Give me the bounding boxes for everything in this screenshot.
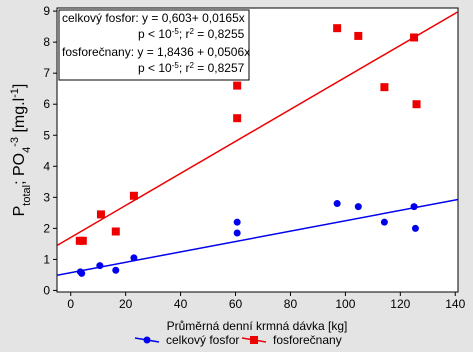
annotation-part: = 0,8255: [194, 27, 245, 41]
x-tick-label: 60: [229, 297, 243, 311]
legend-marker: [250, 336, 258, 344]
annotation-part: -5: [172, 27, 180, 36]
x-tick-label: 140: [445, 297, 465, 311]
x-axis-label: Průměrná denní krmná dávka [kg]: [167, 319, 348, 333]
point: [112, 266, 120, 274]
x-tick-label: 80: [284, 297, 298, 311]
y-tick-label: 4: [43, 159, 50, 173]
point: [333, 200, 341, 208]
y-tick-label: 2: [43, 221, 50, 235]
point: [130, 254, 138, 262]
annotation-part: 2: [190, 27, 195, 36]
y-tick-label: 3: [43, 190, 50, 204]
point: [412, 100, 421, 109]
annotation: p < 10-5; r2 = 0,8255: [138, 27, 245, 42]
point: [410, 33, 419, 42]
legend-label: celkový fosfor: [166, 333, 239, 347]
fit-line: [57, 11, 458, 247]
annotation-part: p < 10: [138, 61, 172, 75]
point: [96, 262, 104, 270]
y-axis-label-part: ; PO: [11, 153, 28, 185]
point: [233, 81, 242, 90]
point: [333, 24, 342, 33]
annotation-part: -5: [172, 61, 180, 70]
y-tick-label: 0: [43, 283, 50, 297]
annotation-part: = 0,8257: [194, 61, 245, 75]
y-axis-label-part: ]: [11, 84, 28, 88]
y-axis-label: Ptotal; PO4-3 [mg.l-1]: [9, 84, 33, 217]
point: [411, 224, 419, 232]
y-tick-label: 8: [43, 35, 50, 49]
annotation: fosforečnany: y = 1,8436 + 0,0506x: [62, 45, 250, 59]
annotation-part: fosforečnany: y = 1,8436 + 0,0506x: [62, 45, 250, 59]
point: [78, 269, 86, 277]
x-tick-label: 100: [335, 297, 355, 311]
annotation-part: p < 10: [138, 27, 172, 41]
point: [354, 31, 363, 40]
legend-label: fosforečnany: [273, 333, 342, 347]
annotation-part: celkový fosfor: y = 0,603+ 0,0165x: [62, 11, 245, 25]
y-axis-label-part: -3: [9, 137, 21, 147]
y-tick-label: 1: [43, 252, 50, 266]
point: [129, 191, 138, 200]
y-axis-label-part: -1: [9, 88, 21, 98]
y-axis-label-part: 4: [21, 147, 33, 153]
annotation: celkový fosfor: y = 0,603+ 0,0165x: [62, 11, 245, 25]
annotation-part: 2: [190, 61, 195, 70]
annotation-part: ; r: [179, 61, 190, 75]
y-tick-label: 6: [43, 97, 50, 111]
annotation: p < 10-5; r2 = 0,8257: [138, 61, 245, 76]
x-tick-label: 120: [390, 297, 410, 311]
x-tick-label: 40: [174, 297, 188, 311]
y-tick-label: 9: [43, 4, 50, 18]
legend-marker: [143, 336, 151, 344]
point: [410, 203, 418, 211]
y-axis-label-part: total: [21, 185, 33, 206]
y-tick-label: 7: [43, 66, 50, 80]
point: [380, 83, 389, 92]
point: [96, 210, 105, 219]
point: [233, 114, 242, 123]
point: [233, 218, 241, 226]
point: [354, 203, 362, 211]
fit-line: [57, 198, 458, 276]
y-axis-label-part: P: [11, 206, 28, 217]
x-tick-label: 20: [119, 297, 133, 311]
point: [78, 236, 87, 245]
annotation-box: [58, 9, 250, 81]
x-tick-label: 0: [67, 297, 74, 311]
y-tick-label: 5: [43, 128, 50, 142]
point: [380, 218, 388, 226]
point: [111, 227, 120, 236]
y-axis-label-part: [mg.l: [11, 98, 28, 137]
point: [233, 229, 241, 237]
annotation-part: ; r: [179, 27, 190, 41]
